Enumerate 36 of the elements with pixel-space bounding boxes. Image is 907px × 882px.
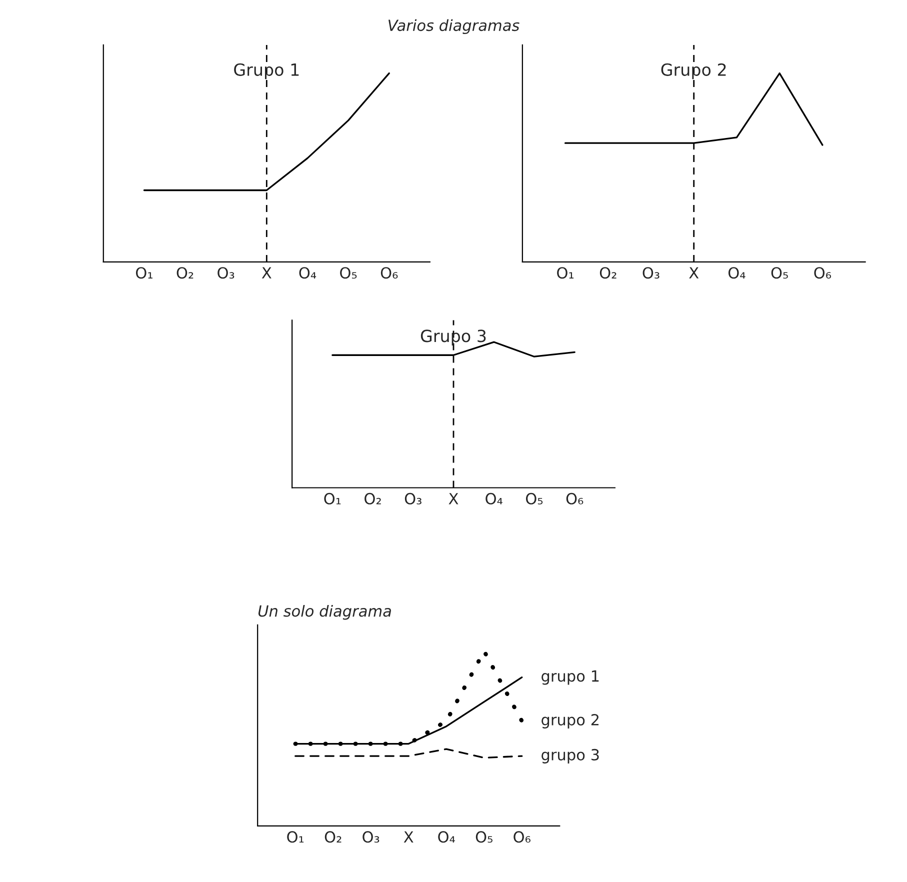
x-tick-label: X [404, 831, 414, 842]
x-tick-label: O₃ [218, 267, 234, 279]
x-tick-label: O₆ [380, 267, 398, 279]
x-tick-label: O₅ [526, 492, 543, 504]
series-label: grupo 3 [542, 748, 599, 764]
x-tick-label: X [689, 267, 699, 278]
x-tick-label: O₂ [176, 267, 194, 279]
x-tick-label: O₃ [642, 267, 660, 279]
x-tick-label: O₂ [324, 831, 342, 843]
chart-title: Un solo diagrama [258, 604, 391, 620]
x-tick-label: O₃ [362, 831, 380, 843]
chart-title: Grupo 1 [234, 63, 299, 80]
text: Varios diagramas [388, 19, 520, 34]
x-tick-label: O₁ [324, 492, 341, 504]
x-tick-label: O₄ [299, 267, 316, 279]
x-tick-label: O₃ [404, 492, 422, 504]
x-tick-label: O₆ [814, 267, 832, 279]
x-tick-label: O₄ [486, 492, 502, 504]
x-tick-label: O₄ [438, 831, 455, 843]
x-tick-label: X [262, 267, 272, 278]
x-tick-label: O₅ [476, 831, 492, 843]
x-tick-label: O₆ [514, 831, 530, 843]
series-label: grupo 1 [542, 670, 599, 685]
x-tick-label: O₅ [340, 267, 357, 279]
x-tick-label: O₅ [771, 267, 788, 279]
x-tick-label: O₄ [728, 267, 746, 279]
x-tick-label: O₁ [287, 831, 304, 843]
x-tick-label: O₁ [557, 267, 574, 279]
x-tick-label: O₁ [136, 267, 152, 279]
chart-title: Grupo 3 [420, 330, 486, 346]
chart-title: Grupo 2 [661, 63, 726, 80]
x-tick-label: X [448, 493, 458, 504]
x-tick-label: O₆ [566, 492, 584, 504]
series-label: grupo 2 [542, 714, 598, 728]
x-tick-label: O₂ [600, 267, 616, 279]
x-tick-label: O₂ [364, 492, 381, 504]
